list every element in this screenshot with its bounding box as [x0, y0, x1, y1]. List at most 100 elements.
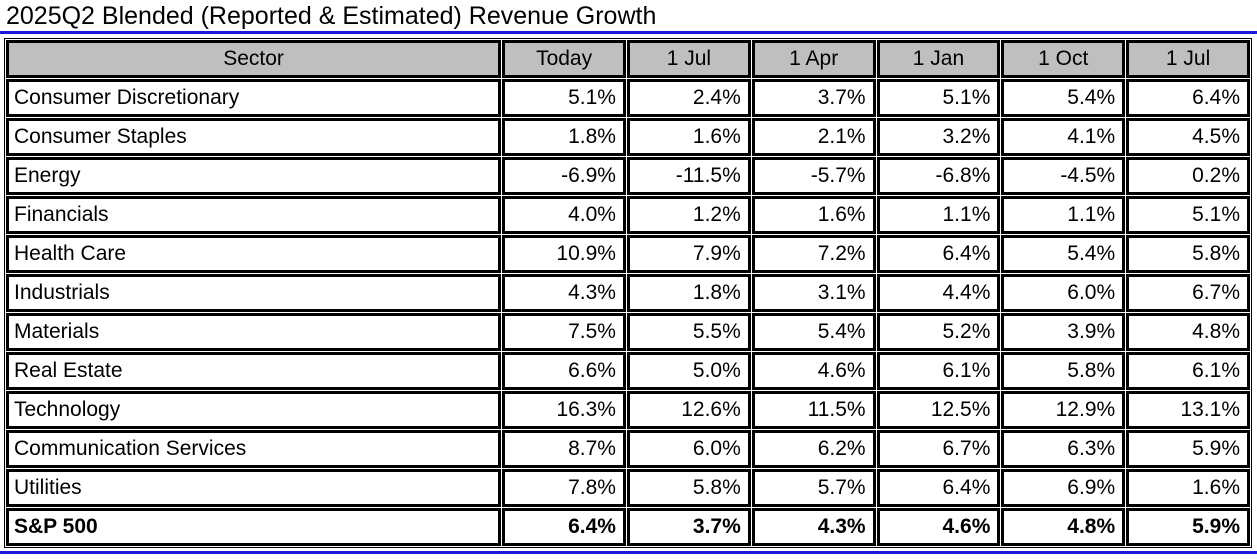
table-row: Energy -6.9% -11.5% -5.7% -6.8% -4.5% 0.2%: [6, 157, 1250, 195]
value-cell: 6.0%: [1001, 274, 1126, 312]
table-row: S&P 500 6.4% 3.7% 4.3% 4.6% 4.8% 5.9%: [6, 508, 1250, 546]
value-cell: 5.8%: [1001, 352, 1126, 390]
column-header-sector: Sector: [6, 40, 502, 78]
value-cell: 1.8%: [626, 274, 751, 312]
value-cell: -4.5%: [1001, 157, 1126, 195]
value-cell: 11.5%: [751, 391, 876, 429]
value-cell: 6.4%: [876, 235, 1001, 273]
value-cell: -6.8%: [876, 157, 1001, 195]
value-cell: 3.7%: [751, 79, 876, 117]
value-cell: 16.3%: [502, 391, 626, 429]
value-cell: 6.6%: [502, 352, 626, 390]
value-cell: 5.9%: [1126, 508, 1250, 546]
value-cell: 5.4%: [751, 313, 876, 351]
value-cell: 2.4%: [626, 79, 751, 117]
revenue-growth-table: Sector Today 1 Jul 1 Apr 1 Jan 1 Oct 1 J…: [4, 38, 1252, 548]
column-header-1oct: 1 Oct: [1001, 40, 1126, 78]
title-underline-rule: [0, 31, 1257, 34]
value-cell: 1.8%: [502, 118, 626, 156]
value-cell: 6.4%: [502, 508, 626, 546]
sector-cell: Utilities: [6, 469, 502, 507]
value-cell: 4.8%: [1001, 508, 1126, 546]
table-header: Sector Today 1 Jul 1 Apr 1 Jan 1 Oct 1 J…: [6, 40, 1250, 78]
table-row: Consumer Discretionary 5.1% 2.4% 3.7% 5.1% 5.…: [6, 79, 1250, 117]
value-cell: 1.2%: [626, 196, 751, 234]
value-cell: 7.2%: [751, 235, 876, 273]
value-cell: 13.1%: [1126, 391, 1250, 429]
column-header-1jul-prev: 1 Jul: [1126, 40, 1250, 78]
value-cell: 4.8%: [1126, 313, 1250, 351]
value-cell: 12.6%: [626, 391, 751, 429]
value-cell: 1.1%: [876, 196, 1001, 234]
table-body: Consumer Discretionary 5.1% 2.4% 3.7% 5.1% 5.…: [6, 79, 1250, 546]
table-row: Industrials 4.3% 1.8% 3.1% 4.4% 6.0% 6.7%: [6, 274, 1250, 312]
value-cell: 6.1%: [1126, 352, 1250, 390]
sector-cell: Financials: [6, 196, 502, 234]
sector-cell: Energy: [6, 157, 502, 195]
value-cell: 8.7%: [502, 430, 626, 468]
value-cell: 3.2%: [876, 118, 1001, 156]
value-cell: 10.9%: [502, 235, 626, 273]
sector-cell: Consumer Staples: [6, 118, 502, 156]
sector-cell: Consumer Discretionary: [6, 79, 502, 117]
value-cell: -5.7%: [751, 157, 876, 195]
value-cell: 12.9%: [1001, 391, 1126, 429]
value-cell: 6.4%: [1126, 79, 1250, 117]
value-cell: 5.8%: [1126, 235, 1250, 273]
value-cell: 0.2%: [1126, 157, 1250, 195]
value-cell: 5.8%: [626, 469, 751, 507]
value-cell: 5.1%: [876, 79, 1001, 117]
value-cell: 5.5%: [626, 313, 751, 351]
value-cell: 5.4%: [1001, 79, 1126, 117]
value-cell: 1.6%: [1126, 469, 1250, 507]
value-cell: 4.6%: [876, 508, 1001, 546]
value-cell: 4.3%: [502, 274, 626, 312]
value-cell: 4.1%: [1001, 118, 1126, 156]
value-cell: 3.1%: [751, 274, 876, 312]
table-row: Consumer Staples 1.8% 1.6% 2.1% 3.2% 4.1% 4.5%: [6, 118, 1250, 156]
value-cell: 1.6%: [751, 196, 876, 234]
value-cell: 6.9%: [1001, 469, 1126, 507]
value-cell: 3.9%: [1001, 313, 1126, 351]
value-cell: 6.3%: [1001, 430, 1126, 468]
value-cell: 7.9%: [626, 235, 751, 273]
table-row: Financials 4.0% 1.2% 1.6% 1.1% 1.1% 5.1%: [6, 196, 1250, 234]
value-cell: 5.0%: [626, 352, 751, 390]
value-cell: 5.4%: [1001, 235, 1126, 273]
value-cell: 4.0%: [502, 196, 626, 234]
value-cell: 7.5%: [502, 313, 626, 351]
value-cell: 12.5%: [876, 391, 1001, 429]
column-header-today: Today: [502, 40, 626, 78]
column-header-1jul: 1 Jul: [626, 40, 751, 78]
sector-cell: Communication Services: [6, 430, 502, 468]
column-header-1apr: 1 Apr: [751, 40, 876, 78]
value-cell: -11.5%: [626, 157, 751, 195]
value-cell: 4.4%: [876, 274, 1001, 312]
table-row: Communication Services 8.7% 6.0% 6.2% 6.7% 6.…: [6, 430, 1250, 468]
sector-cell: S&P 500: [6, 508, 502, 546]
sector-cell: Health Care: [6, 235, 502, 273]
value-cell: 1.6%: [626, 118, 751, 156]
page-title: 2025Q2 Blended (Reported & Estimated) Re…: [6, 2, 657, 30]
table-row: Health Care 10.9% 7.9% 7.2% 6.4% 5.4% 5.8%: [6, 235, 1250, 273]
value-cell: 5.2%: [876, 313, 1001, 351]
value-cell: 6.2%: [751, 430, 876, 468]
sector-cell: Real Estate: [6, 352, 502, 390]
value-cell: 6.7%: [1126, 274, 1250, 312]
value-cell: 6.0%: [626, 430, 751, 468]
value-cell: 2.1%: [751, 118, 876, 156]
value-cell: 5.1%: [1126, 196, 1250, 234]
table-row: Utilities 7.8% 5.8% 5.7% 6.4% 6.9% 1.6%: [6, 469, 1250, 507]
bottom-rule: [0, 551, 1257, 554]
header-row: Sector Today 1 Jul 1 Apr 1 Jan 1 Oct 1 J…: [6, 40, 1250, 78]
value-cell: 6.7%: [876, 430, 1001, 468]
value-cell: 4.6%: [751, 352, 876, 390]
value-cell: 5.7%: [751, 469, 876, 507]
value-cell: 1.1%: [1001, 196, 1126, 234]
value-cell: 4.5%: [1126, 118, 1250, 156]
value-cell: 7.8%: [502, 469, 626, 507]
sector-cell: Industrials: [6, 274, 502, 312]
sector-cell: Technology: [6, 391, 502, 429]
value-cell: 5.1%: [502, 79, 626, 117]
